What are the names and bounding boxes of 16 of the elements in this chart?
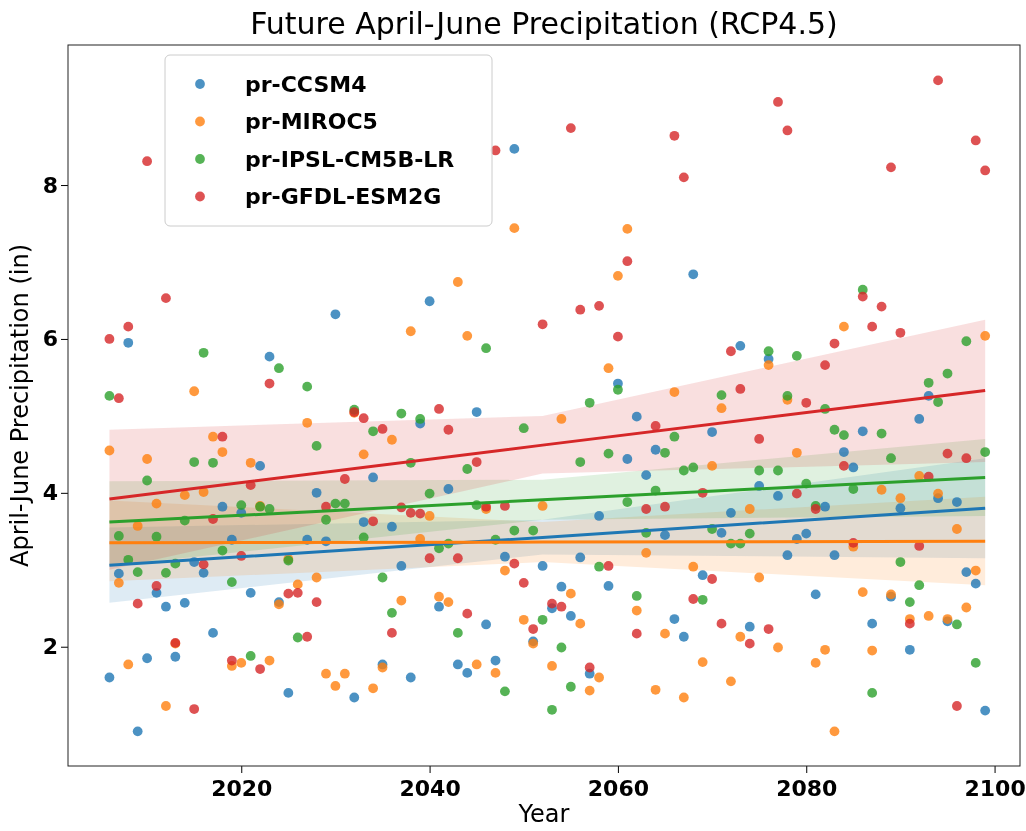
x-axis-title: Year: [517, 800, 570, 828]
legend-label: pr-CCSM4: [245, 71, 367, 97]
x-tick-label: 2080: [776, 775, 838, 801]
y-tick-label: 4: [42, 480, 58, 506]
y-axis-title: April-June Precipitation (in): [6, 244, 34, 567]
x-tick-label: 2040: [399, 775, 461, 801]
x-tick-label: 2060: [587, 775, 650, 801]
legend-label: pr-GFDL-ESM2G: [245, 184, 442, 210]
y-tick-label: 8: [42, 172, 58, 198]
y-tick-label: 2: [42, 634, 58, 660]
x-tick-label: 2100: [964, 775, 1026, 801]
y-tick-label: 6: [42, 326, 58, 352]
chart-title: Future April-June Precipitation (RCP4.5): [250, 6, 838, 41]
legend-label: pr-IPSL-CM5B-LR: [245, 146, 455, 172]
legend-label: pr-MIROC5: [245, 109, 378, 135]
x-tick-label: 2020: [211, 775, 273, 801]
